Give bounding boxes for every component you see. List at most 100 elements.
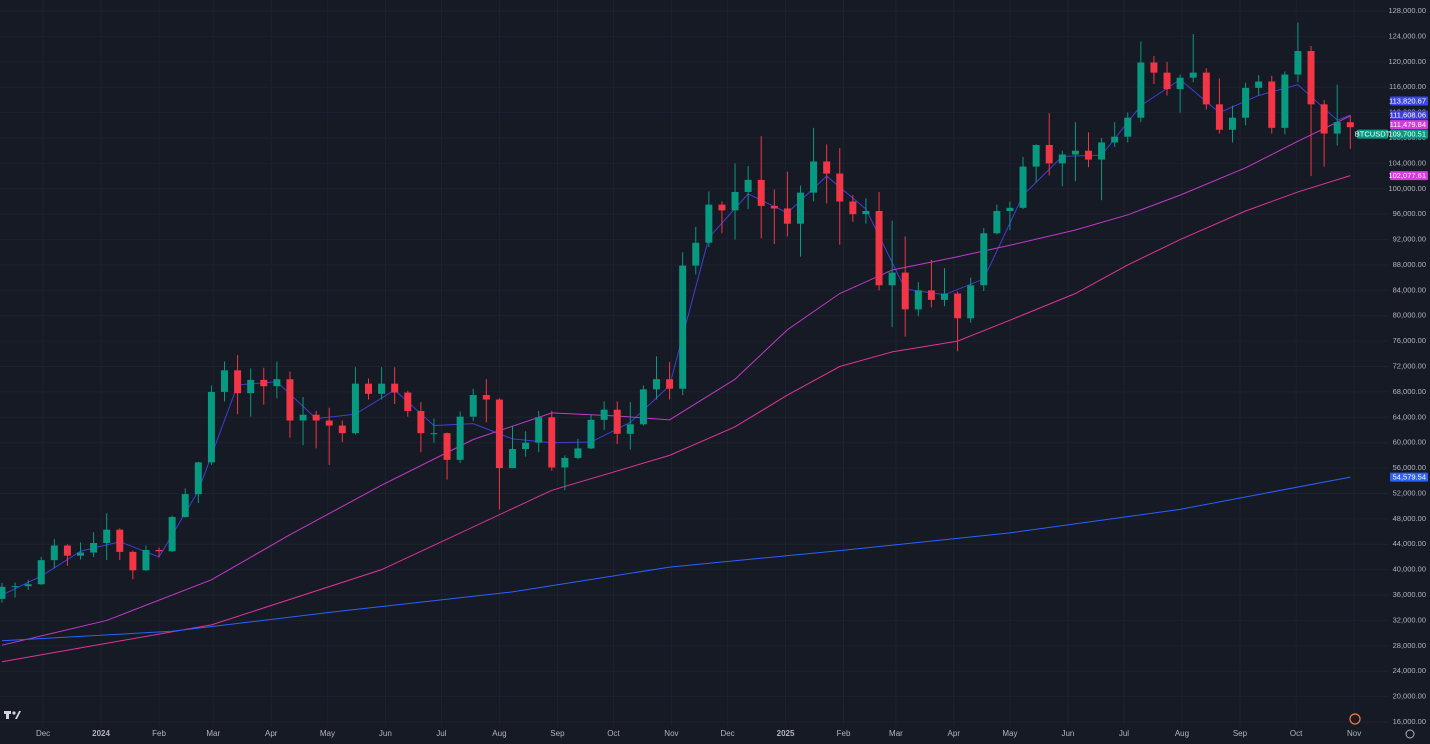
candle-body bbox=[1320, 104, 1328, 134]
moving-average-line bbox=[1, 175, 1351, 663]
x-tick-label: Oct bbox=[1290, 729, 1303, 738]
x-tick-label: Nov bbox=[1347, 729, 1361, 738]
y-tick-label: 64,000.00 bbox=[1393, 412, 1426, 421]
x-tick-label: Dec bbox=[36, 729, 50, 738]
candle-body bbox=[587, 419, 595, 449]
candle-body bbox=[535, 417, 543, 443]
candle-body bbox=[875, 211, 883, 286]
candle-body bbox=[914, 290, 922, 310]
candle-body bbox=[1019, 166, 1027, 208]
candle-body bbox=[234, 370, 242, 394]
y-tick-label: 72,000.00 bbox=[1393, 362, 1426, 371]
y-tick-label: 52,000.00 bbox=[1393, 488, 1426, 497]
candle-body bbox=[613, 409, 621, 434]
candle-body bbox=[796, 192, 804, 224]
price-label-box bbox=[1390, 110, 1428, 120]
candle-body bbox=[666, 379, 674, 389]
candle-body bbox=[1268, 81, 1276, 128]
candle-body bbox=[757, 179, 765, 206]
candle-body bbox=[63, 545, 71, 556]
candle-body bbox=[823, 161, 831, 174]
price-label: 111,608.06 bbox=[1390, 111, 1426, 120]
candle-body bbox=[1255, 81, 1263, 88]
x-tick-label: Nov bbox=[664, 729, 678, 738]
candle-body bbox=[325, 420, 333, 426]
candle-body bbox=[1058, 154, 1066, 164]
alert-icon[interactable] bbox=[1349, 713, 1361, 725]
x-tick-label: Jul bbox=[1119, 729, 1129, 738]
candle-body bbox=[404, 392, 412, 411]
price-label-box bbox=[1390, 120, 1428, 130]
x-tick-label: 2025 bbox=[777, 729, 795, 738]
candle-body bbox=[679, 265, 687, 389]
candle-body bbox=[639, 389, 647, 425]
x-tick-label: Apr bbox=[265, 729, 278, 738]
y-tick-label: 124,000.00 bbox=[1388, 31, 1426, 40]
candle-body bbox=[954, 293, 962, 319]
candle-body bbox=[103, 529, 111, 543]
candle-body bbox=[744, 179, 752, 192]
y-tick-label: 88,000.00 bbox=[1393, 260, 1426, 269]
candle-body bbox=[181, 494, 189, 517]
candle-body bbox=[1176, 77, 1184, 90]
price-label: 109,700.51 bbox=[1388, 130, 1426, 139]
symbol-tag-box bbox=[1357, 129, 1388, 139]
x-tick-label: Mar bbox=[206, 729, 220, 738]
x-tick-label: Oct bbox=[607, 729, 620, 738]
candle-body bbox=[1150, 62, 1158, 73]
candle-body bbox=[194, 462, 202, 495]
y-tick-label: 20,000.00 bbox=[1393, 692, 1426, 701]
candle-body bbox=[469, 395, 477, 417]
candle-body bbox=[927, 290, 935, 300]
x-tick-label: May bbox=[1002, 729, 1017, 738]
candle-body bbox=[142, 549, 150, 571]
candle-body bbox=[221, 370, 229, 392]
candle-body bbox=[116, 529, 124, 552]
y-tick-label: 28,000.00 bbox=[1393, 641, 1426, 650]
candle-body bbox=[168, 516, 176, 552]
x-tick-label: May bbox=[320, 729, 335, 738]
y-tick-label: 84,000.00 bbox=[1393, 285, 1426, 294]
moving-average-line bbox=[1, 115, 1351, 646]
symbol-tag: BTCUSDT bbox=[1355, 130, 1391, 139]
x-tick-label: Feb bbox=[837, 729, 851, 738]
settings-icon[interactable] bbox=[1405, 729, 1415, 739]
candle-body bbox=[11, 586, 19, 588]
candle-body bbox=[24, 584, 32, 587]
y-tick-label: 68,000.00 bbox=[1393, 387, 1426, 396]
candle-body bbox=[495, 399, 503, 469]
candle-body bbox=[286, 379, 294, 421]
y-tick-label: 36,000.00 bbox=[1393, 590, 1426, 599]
candle-body bbox=[417, 410, 425, 434]
candle-body bbox=[783, 208, 791, 224]
candles bbox=[0, 22, 1354, 603]
candle-body bbox=[1202, 72, 1210, 105]
axes: 16,000.00 20,000.00 24,000.00 28,000.00 32,0… bbox=[36, 6, 1428, 738]
x-tick-label: Jul bbox=[436, 729, 446, 738]
candle-body bbox=[207, 391, 215, 463]
y-tick-label: 92,000.00 bbox=[1393, 235, 1426, 244]
y-tick-label: 32,000.00 bbox=[1393, 615, 1426, 624]
candle-body bbox=[705, 204, 713, 243]
price-label-box bbox=[1390, 129, 1428, 139]
candle-body bbox=[862, 211, 870, 215]
candle-body bbox=[155, 549, 163, 552]
y-tick-label: 96,000.00 bbox=[1393, 209, 1426, 218]
candle-body bbox=[770, 205, 778, 209]
x-tick-label: Aug bbox=[1175, 729, 1189, 738]
candle-body bbox=[1111, 136, 1119, 143]
x-tick-label: Sep bbox=[1233, 729, 1248, 738]
y-tick-label: 116,000.00 bbox=[1389, 82, 1426, 91]
candle-body bbox=[967, 285, 975, 319]
candle-body bbox=[888, 272, 896, 286]
candle-body bbox=[980, 233, 988, 286]
candle-body bbox=[1006, 207, 1014, 212]
candle-body bbox=[1189, 72, 1197, 78]
price-label-box bbox=[1390, 96, 1428, 106]
x-tick-label: Jun bbox=[1061, 729, 1074, 738]
y-tick-label: 24,000.00 bbox=[1393, 666, 1426, 675]
price-label-box bbox=[1390, 472, 1428, 482]
candle-body bbox=[574, 448, 582, 458]
